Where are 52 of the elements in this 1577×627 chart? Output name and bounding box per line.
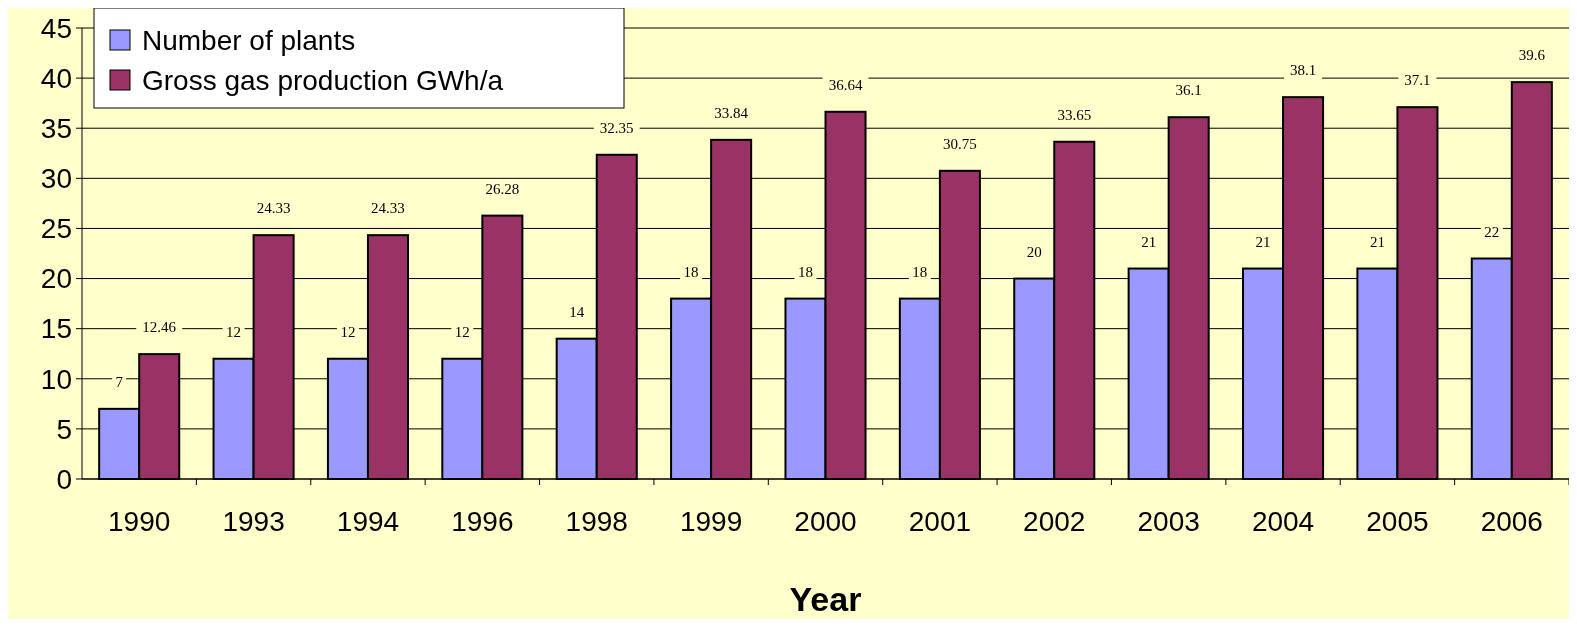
data-label: 12.46 [142,319,177,336]
y-tick-label: 30 [40,163,72,195]
x-tick-label: 2000 [794,506,857,537]
legend-label: Gross gas production GWh/a [142,64,504,96]
legend-label: Number of plants [142,24,356,56]
data-label: 37.1 [1404,72,1431,89]
data-label: 39.6 [1518,47,1546,64]
data-label: 22 [1484,223,1500,240]
data-label: 32.35 [599,119,634,136]
data-label: 33.84 [714,104,749,121]
data-label: 18 [797,263,813,280]
data-label: 20 [1026,243,1042,260]
x-tick-label: 1990 [108,506,171,537]
x-tick-label: 1999 [679,506,743,537]
y-tick-label: 45 [40,12,72,44]
y-tick-label: 20 [40,263,72,295]
y-tick-label: 5 [56,413,72,445]
data-label: 12 [340,323,356,340]
data-label: 21 [1369,233,1385,250]
y-tick-label: 15 [40,313,72,345]
data-label: 12 [226,323,242,340]
x-tick-label: 2005 [1366,506,1429,537]
data-label: 24.33 [371,200,405,217]
y-tick-label: 0 [56,463,72,495]
x-tick-label: 1996 [451,506,514,537]
x-tick-label: 2001 [908,506,972,537]
x-tick-label: 1998 [565,506,628,537]
data-label: 24.33 [256,200,291,217]
x-tick-label: 2002 [1023,506,1086,537]
x-tick-label: 1994 [336,506,400,537]
data-label: 21 [1141,233,1157,250]
x-tick-label: 1993 [222,506,285,537]
data-label: 7 [115,373,124,390]
y-tick-label: 10 [40,363,72,395]
data-label: 30.75 [943,135,977,152]
x-tick-label: 2003 [1137,506,1200,537]
data-label: 21 [1255,233,1271,250]
data-label: 36.1 [1175,82,1202,99]
data-label: 14 [569,303,585,320]
data-label: 38.1 [1289,62,1317,79]
data-label: 18 [912,263,928,280]
data-label: 26.28 [485,180,520,197]
x-tick-label: 2006 [1480,506,1543,537]
y-tick-label: 25 [40,213,72,245]
y-tick-label: 35 [40,113,72,145]
x-axis-title: Year [789,580,862,618]
x-tick-label: 2004 [1251,506,1315,537]
data-label: 18 [683,263,699,280]
data-label: 12 [454,323,470,340]
data-label: 33.65 [1057,106,1092,123]
data-label: 36.64 [828,76,863,93]
y-tick-label: 40 [40,62,72,94]
